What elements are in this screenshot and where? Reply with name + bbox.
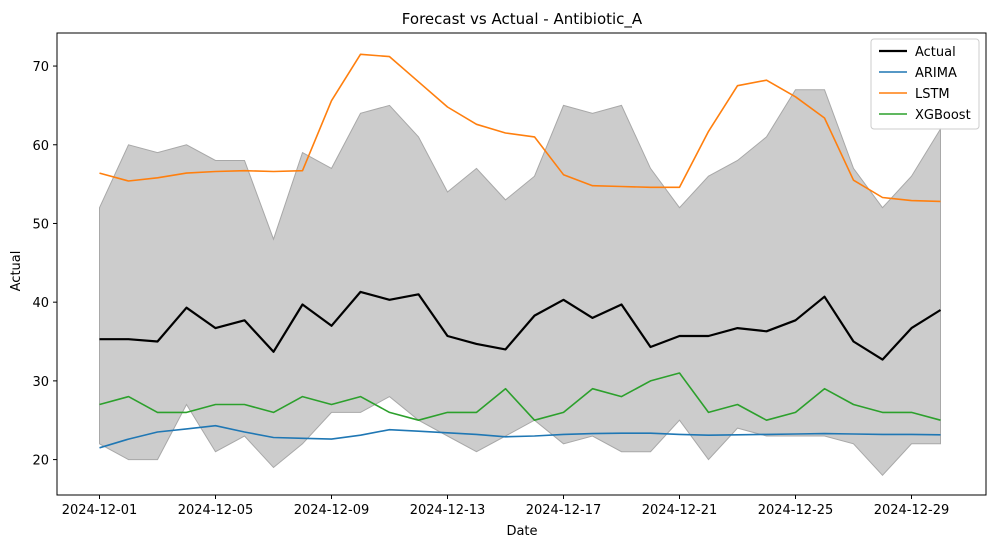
- y-tick-label: 60: [32, 139, 49, 154]
- series-line-arima: [99, 424, 941, 449]
- series-line-lstm: [99, 53, 941, 203]
- legend-label-arima: ARIMA: [915, 66, 957, 81]
- plot-area: [99, 53, 942, 477]
- y-tick-label: 30: [32, 375, 49, 390]
- y-axis: 20 30 40 50 60 70: [32, 60, 57, 469]
- x-tick-label: 2024-12-17: [526, 503, 602, 518]
- legend-label-actual: Actual: [915, 45, 956, 60]
- x-tick-label: 2024-12-13: [410, 503, 486, 518]
- series-line-xgboost: [99, 372, 941, 422]
- y-tick-label: 70: [32, 60, 49, 75]
- y-axis-title: Actual: [9, 251, 24, 292]
- y-tick-label: 40: [32, 296, 49, 311]
- chart-title: Forecast vs Actual - Antibiotic_A: [402, 10, 643, 29]
- x-axis-title: Date: [506, 524, 537, 539]
- x-tick-label: 2024-12-29: [874, 503, 950, 518]
- confidence-band: [99, 89, 941, 477]
- x-tick-label: 2024-12-25: [758, 503, 834, 518]
- y-tick-label: 20: [32, 454, 49, 469]
- plot-frame: [56, 32, 987, 496]
- legend-label-xgboost: XGBoost: [915, 108, 971, 123]
- x-axis: 2024-12-01 2024-12-05 2024-12-09 2024-12-13…: [62, 495, 950, 518]
- x-tick-label: 2024-12-01: [62, 503, 138, 518]
- legend-label-lstm: LSTM: [915, 87, 950, 102]
- y-tick-label: 50: [32, 217, 49, 232]
- x-tick-label: 2024-12-05: [178, 503, 254, 518]
- legend-box: [870, 38, 980, 130]
- series-line-actual: [99, 290, 942, 361]
- x-tick-label: 2024-12-09: [294, 503, 370, 518]
- x-tick-label: 2024-12-21: [642, 503, 718, 518]
- legend: Actual ARIMA LSTM XGBoost: [870, 38, 980, 130]
